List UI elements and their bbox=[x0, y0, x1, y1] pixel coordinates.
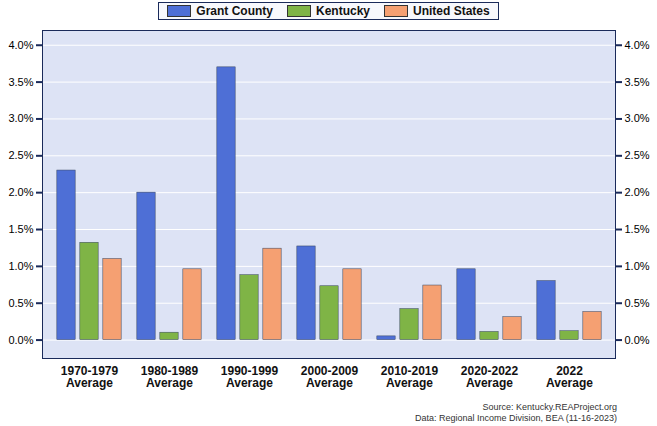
svg-text:2.5%: 2.5% bbox=[625, 149, 650, 161]
html-text:Source: Kentucky.REAProject.or: Source: Kentucky.REAProject.org bbox=[482, 402, 617, 412]
svg-text:1.0%: 1.0% bbox=[8, 260, 33, 272]
svg-text:0.5%: 0.5% bbox=[625, 297, 650, 309]
svg-text:1.5%: 1.5% bbox=[8, 223, 33, 235]
svg-text:3.0%: 3.0% bbox=[8, 112, 33, 124]
svg-text:2.0%: 2.0% bbox=[8, 186, 33, 198]
svg-text:1.0%: 1.0% bbox=[625, 260, 650, 272]
svg-text:0.0%: 0.0% bbox=[625, 334, 650, 346]
svg-text:3.5%: 3.5% bbox=[8, 76, 33, 88]
svg-text:3.5%: 3.5% bbox=[625, 76, 650, 88]
svg-text:2.0%: 2.0% bbox=[625, 186, 650, 198]
svg-text:2010-2019Average: 2010-2019Average bbox=[381, 364, 439, 390]
svg-text:2000-2009Average: 2000-2009Average bbox=[301, 364, 359, 390]
html-text:Kentucky: Kentucky bbox=[316, 4, 370, 18]
svg-text:1990-1999Average: 1990-1999Average bbox=[221, 364, 279, 390]
svg-text:3.0%: 3.0% bbox=[625, 112, 650, 124]
svg-text:1980-1989Average: 1980-1989Average bbox=[141, 364, 199, 390]
html-text:Data: Regional Income Division: Data: Regional Income Division, BEA (11-… bbox=[415, 413, 617, 423]
html-text:Grant County: Grant County bbox=[196, 4, 273, 18]
svg-text:0.0%: 0.0% bbox=[8, 334, 33, 346]
svg-text:1.5%: 1.5% bbox=[625, 223, 650, 235]
svg-text:4.0%: 4.0% bbox=[625, 39, 650, 51]
svg-text:2022Average: 2022Average bbox=[546, 364, 593, 390]
svg-text:0.5%: 0.5% bbox=[8, 297, 33, 309]
html-text:United States: United States bbox=[413, 4, 490, 18]
svg-text:4.0%: 4.0% bbox=[8, 39, 33, 51]
svg-text:2.5%: 2.5% bbox=[8, 149, 33, 161]
svg-text:1970-1979Average: 1970-1979Average bbox=[61, 364, 119, 390]
svg-text:2020-2022Average: 2020-2022Average bbox=[461, 364, 519, 390]
